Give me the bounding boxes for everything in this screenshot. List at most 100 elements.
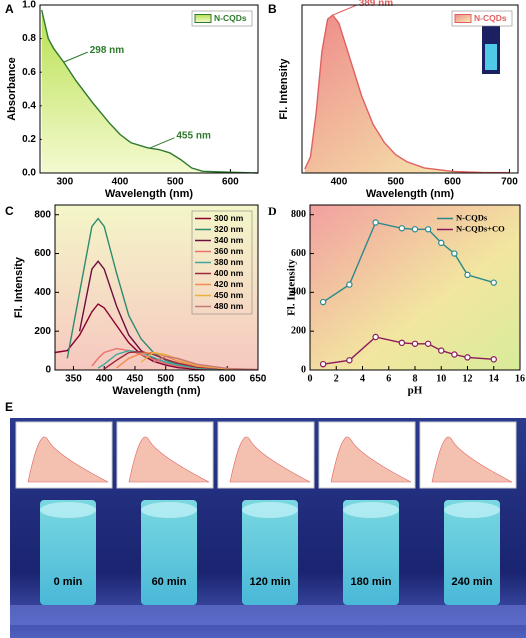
time-label: 240 min	[452, 576, 493, 588]
line	[153, 355, 259, 371]
x-axis-label: Wavelength (nm)	[112, 385, 201, 397]
inset-curve	[229, 436, 311, 483]
annotation-arrow	[63, 51, 88, 63]
inset-image	[482, 26, 500, 74]
chart-panel: 0 2 4 6 8 10 12 14 16 0 200 400 600 800 N-CQDsN-CQDs+C…	[268, 204, 525, 397]
y-tick-label: 200	[34, 326, 51, 337]
x-tick-label: 8	[413, 373, 418, 384]
panel-label: D	[268, 204, 277, 218]
y-tick-label: 800	[291, 209, 306, 220]
marker	[451, 250, 458, 257]
y-tick-label: 800	[34, 209, 51, 220]
y-axis-label: Fl. Intensity	[278, 58, 290, 120]
legend-label: 450 nm	[214, 290, 244, 300]
x-axis-label: pH	[408, 385, 423, 397]
cuvette-top	[444, 502, 500, 518]
inset-curve	[330, 436, 412, 483]
legend-label: N-CQDs+CO	[456, 223, 505, 233]
y-tick-label: 0.4	[22, 100, 36, 111]
x-tick-label: 600	[219, 374, 236, 385]
marker	[424, 226, 432, 233]
chart-panel: 350 400 450 500 550 600 650 0 200 400 600 800 300 nm…	[5, 204, 267, 397]
time-label: 120 min	[250, 576, 291, 588]
legend-label: 420 nm	[214, 279, 244, 289]
y-tick-label: 600	[34, 248, 51, 259]
marker	[424, 340, 432, 347]
y-tick-label: 0	[301, 364, 306, 375]
marker	[411, 340, 419, 347]
plot-frame	[301, 4, 519, 174]
marker	[346, 357, 353, 364]
x-tick-label: 500	[157, 374, 174, 385]
legend-swatch	[454, 14, 472, 23]
time-label: 0 min	[54, 576, 83, 588]
y-axis-label: Fl. Intensity	[286, 259, 298, 316]
x-tick-label: 400	[112, 177, 129, 188]
x-tick-label: 300	[56, 177, 73, 188]
inset-curve	[128, 436, 210, 483]
marker	[398, 225, 406, 232]
line	[322, 336, 494, 365]
legend-label: 380 nm	[214, 257, 244, 267]
panel-label: B	[268, 2, 277, 16]
marker	[372, 219, 379, 226]
y-tick-label: 0.6	[22, 67, 36, 78]
x-tick-label: 450	[127, 374, 144, 385]
annotation: 298 nm	[90, 45, 125, 56]
legend-label: 320 nm	[214, 224, 244, 234]
time-label: 180 min	[351, 576, 392, 588]
marker	[346, 281, 353, 288]
x-tick-label: 12	[463, 373, 473, 384]
cuvettes: 0 min 60 min 120 min 180 min 240 min	[15, 421, 517, 605]
legend-label: 340 nm	[214, 235, 244, 245]
y-tick-label: 0.0	[22, 168, 36, 179]
x-tick-label: 14	[489, 373, 499, 384]
x-tick-label: 400	[331, 177, 348, 188]
plot-frame	[54, 204, 259, 371]
marker	[464, 271, 471, 279]
x-tick-label: 550	[188, 374, 205, 385]
legend-label: 480 nm	[214, 301, 244, 311]
legend-swatch	[194, 14, 212, 23]
line	[304, 14, 510, 174]
x-tick-label: 350	[65, 374, 82, 385]
marker	[490, 356, 497, 363]
x-tick-label: 6	[386, 373, 391, 384]
x-tick-label: 600	[444, 177, 461, 188]
cuvette	[444, 500, 500, 605]
marker	[319, 360, 327, 368]
y-tick-label: 0.8	[22, 33, 36, 44]
x-tick-label: 600	[222, 177, 239, 188]
line	[41, 9, 259, 174]
line	[322, 221, 494, 303]
x-tick-label: 500	[387, 177, 404, 188]
marker	[319, 298, 327, 306]
x-axis-label: Wavelength (nm)	[366, 188, 455, 200]
cuvette-top	[141, 502, 197, 518]
x-tick-label: 0	[308, 373, 313, 384]
cuvette-top	[40, 502, 96, 518]
x-tick-label: 700	[501, 177, 518, 188]
photo-base	[10, 605, 526, 625]
inset-curve	[27, 436, 109, 483]
x-axis-label: Wavelength (nm)	[105, 188, 194, 200]
annotation-arrow	[150, 137, 175, 149]
cuvette	[141, 500, 197, 605]
legend-label: N-CQDs	[474, 13, 507, 23]
marker	[438, 239, 445, 247]
x-tick-label: 16	[515, 373, 525, 384]
x-tick-label: 650	[250, 374, 267, 385]
marker	[438, 347, 445, 354]
line	[54, 303, 259, 371]
y-tick-label: 0	[45, 365, 51, 376]
area	[41, 10, 259, 173]
panel-label: E	[5, 400, 13, 414]
y-tick-label: 400	[34, 287, 51, 298]
legend-label: N-CQDs	[214, 13, 247, 23]
y-axis-label: Absorbance	[6, 57, 18, 121]
y-tick-label: 400	[291, 287, 306, 298]
x-tick-label: 4	[360, 373, 365, 384]
annotation-arrow	[332, 4, 357, 16]
cuvette	[242, 500, 298, 605]
inset-curve	[431, 436, 513, 483]
